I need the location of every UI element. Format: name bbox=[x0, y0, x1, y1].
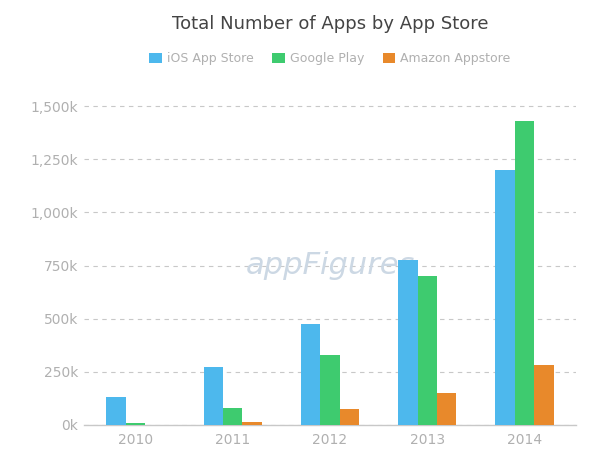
Bar bbox=[418, 276, 437, 425]
Text: appFigures: appFigures bbox=[245, 251, 415, 279]
Title: Total Number of Apps by App Store: Total Number of Apps by App Store bbox=[172, 16, 488, 34]
Legend: iOS App Store, Google Play, Amazon Appstore: iOS App Store, Google Play, Amazon Appst… bbox=[145, 47, 515, 70]
Bar bbox=[203, 367, 223, 425]
Bar bbox=[437, 393, 457, 425]
Bar bbox=[223, 408, 242, 425]
Bar bbox=[301, 324, 320, 425]
Bar bbox=[398, 260, 418, 425]
Bar bbox=[106, 397, 126, 425]
Bar bbox=[126, 423, 145, 425]
Bar bbox=[534, 365, 554, 425]
Bar bbox=[495, 170, 515, 425]
Bar bbox=[340, 409, 359, 425]
Bar bbox=[242, 421, 262, 425]
Bar bbox=[515, 121, 534, 425]
Bar bbox=[320, 355, 340, 425]
